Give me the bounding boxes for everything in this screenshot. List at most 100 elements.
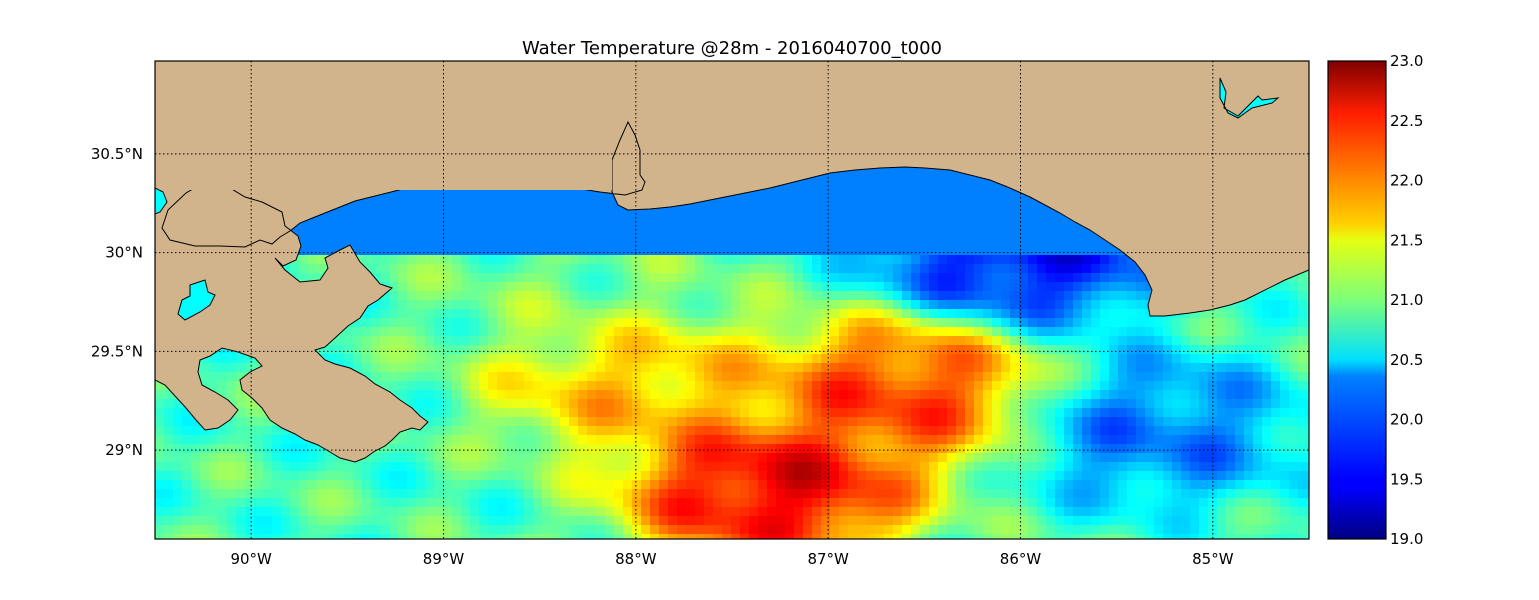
temperature-cell: [1190, 408, 1200, 418]
temperature-cell: [1136, 489, 1146, 499]
temperature-cell: [1073, 354, 1083, 364]
temperature-cell: [1262, 327, 1272, 337]
temperature-cell: [785, 264, 795, 274]
temperature-cell: [695, 516, 705, 526]
temperature-cell: [1127, 426, 1137, 436]
temperature-cell: [389, 525, 399, 535]
temperature-cell: [812, 471, 822, 481]
temperature-cell: [497, 336, 507, 346]
temperature-cell: [1091, 318, 1101, 328]
temperature-cell: [659, 489, 669, 499]
temperature-cell: [551, 408, 561, 418]
temperature-cell: [875, 354, 885, 364]
temperature-cell: [443, 489, 453, 499]
temperature-cell: [659, 426, 669, 436]
temperature-cell: [308, 462, 318, 472]
temperature-cell: [776, 435, 786, 445]
temperature-cell: [407, 300, 417, 310]
temperature-cell: [515, 255, 525, 265]
temperature-cell: [542, 390, 552, 400]
temperature-cell: [1109, 507, 1119, 517]
temperature-cell: [1055, 507, 1065, 517]
temperature-cell: [1235, 525, 1245, 535]
temperature-cell: [848, 372, 858, 382]
temperature-cell: [839, 318, 849, 328]
temperature-cell: [389, 273, 399, 283]
temperature-cell: [488, 453, 498, 463]
temperature-cell: [713, 471, 723, 481]
temperature-cell: [587, 390, 597, 400]
temperature-cell: [371, 336, 381, 346]
temperature-cell: [488, 444, 498, 454]
temperature-cell: [1109, 471, 1119, 481]
temperature-cell: [425, 309, 435, 319]
temperature-cell: [398, 435, 408, 445]
temperature-cell: [1046, 255, 1056, 265]
temperature-cell: [704, 264, 714, 274]
temperature-cell: [830, 489, 840, 499]
temperature-cell: [407, 318, 417, 328]
temperature-cell: [524, 462, 534, 472]
temperature-cell: [857, 462, 867, 472]
temperature-cell: [1109, 390, 1119, 400]
temperature-cell: [839, 498, 849, 508]
temperature-cell: [524, 309, 534, 319]
temperature-cell: [1046, 480, 1056, 490]
temperature-cell: [767, 390, 777, 400]
temperature-cell: [515, 444, 525, 454]
temperature-cell: [425, 372, 435, 382]
temperature-cell: [641, 408, 651, 418]
temperature-cell: [605, 318, 615, 328]
temperature-cell: [830, 354, 840, 364]
temperature-cell: [182, 498, 192, 508]
temperature-cell: [308, 534, 318, 539]
temperature-cell: [479, 345, 489, 355]
temperature-cell: [803, 534, 813, 539]
temperature-cell: [659, 309, 669, 319]
temperature-cell: [1172, 417, 1182, 427]
temperature-cell: [434, 363, 444, 373]
temperature-cell: [1217, 309, 1227, 319]
temperature-cell: [524, 273, 534, 283]
temperature-cell: [533, 291, 543, 301]
temperature-cell: [1037, 282, 1047, 292]
temperature-cell: [200, 363, 210, 373]
temperature-cell: [1082, 480, 1092, 490]
temperature-cell: [1280, 291, 1290, 301]
temperature-cell: [1100, 399, 1110, 409]
temperature-cell: [497, 462, 507, 472]
temperature-cell: [983, 318, 993, 328]
temperature-cell: [1091, 273, 1101, 283]
temperature-cell: [1307, 498, 1309, 508]
temperature-cell: [398, 318, 408, 328]
temperature-cell: [596, 489, 606, 499]
temperature-cell: [515, 399, 525, 409]
temperature-cell: [1028, 309, 1038, 319]
temperature-cell: [623, 345, 633, 355]
temperature-cell: [785, 309, 795, 319]
temperature-cell: [263, 534, 273, 539]
temperature-cell: [803, 300, 813, 310]
temperature-cell: [704, 516, 714, 526]
temperature-cell: [641, 309, 651, 319]
temperature-cell: [740, 534, 750, 539]
temperature-cell: [848, 525, 858, 535]
temperature-cell: [803, 363, 813, 373]
temperature-cell: [524, 300, 534, 310]
temperature-cell: [947, 426, 957, 436]
temperature-cell: [1253, 354, 1263, 364]
temperature-cell: [497, 435, 507, 445]
temperature-cell: [713, 534, 723, 539]
temperature-cell: [785, 390, 795, 400]
temperature-cell: [182, 408, 192, 418]
temperature-cell: [1190, 345, 1200, 355]
temperature-cell: [470, 471, 480, 481]
temperature-cell: [902, 498, 912, 508]
temperature-cell: [407, 426, 417, 436]
temperature-cell: [1001, 435, 1011, 445]
temperature-cell: [740, 435, 750, 445]
temperature-cell: [1253, 390, 1263, 400]
temperature-cell: [416, 462, 426, 472]
temperature-cell: [371, 516, 381, 526]
temperature-cell: [1001, 354, 1011, 364]
